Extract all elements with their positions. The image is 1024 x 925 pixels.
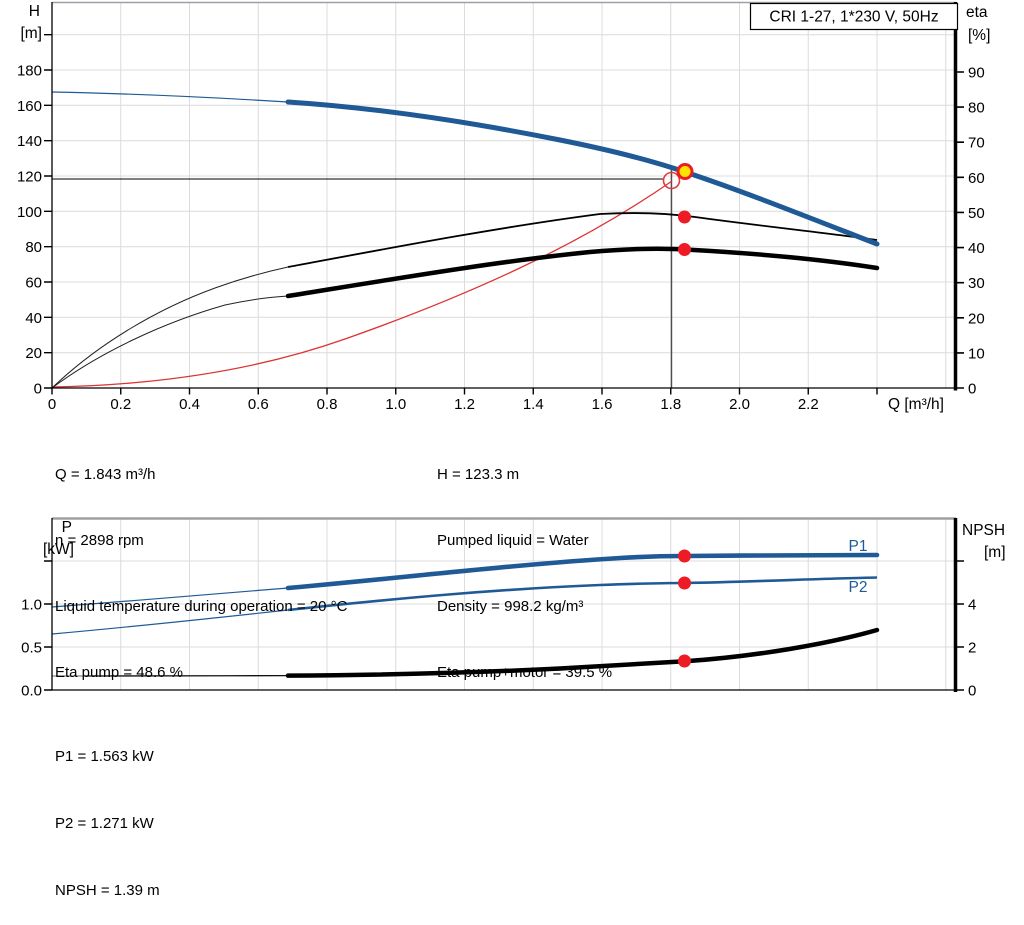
eta-tick-label: 70 (968, 135, 985, 152)
q-axis-label: Q [m³/h] (888, 396, 944, 413)
eta-tick-label: 80 (968, 100, 985, 117)
info-line: Pumped liquid = Water (437, 530, 612, 552)
eta-tick-label: 20 (968, 310, 985, 327)
eta-pump-motor-duty-dot (678, 243, 691, 256)
q-axis-ticks (52, 388, 877, 395)
npsh-tick-label: 2 (968, 640, 976, 657)
p2-duty-dot (678, 577, 691, 590)
h-axis-name: H (29, 3, 40, 20)
h-tick-label: 120 (17, 169, 42, 186)
info-line: Eta pump+motor = 39.5 % (437, 662, 612, 684)
q-tick-label: 0.4 (179, 396, 200, 413)
h-tick-label: 20 (25, 345, 42, 362)
duty-point-marker (678, 165, 692, 179)
p2-curve-label: P2 (849, 579, 868, 596)
info-line: Liquid temperature during operation = 20… (55, 596, 347, 618)
q-tick-label: 1.4 (523, 396, 544, 413)
q-tick-label: 0.6 (248, 396, 269, 413)
eta-pump-duty-dot (678, 211, 691, 224)
pump-performance-sheet: H [m] eta [%] Q [m³/h] 180 160 140 120 1… (0, 0, 1024, 781)
top-horizontal-gridlines (52, 35, 955, 353)
q-tick-label: 1.8 (660, 396, 681, 413)
p1-duty-dot (678, 550, 691, 563)
h-tick-label: 0 (34, 381, 42, 398)
q-tick-label: 0.8 (317, 396, 338, 413)
q-tick-label: 0 (48, 396, 56, 413)
eta-tick-label: 50 (968, 205, 985, 222)
h-tick-label: 60 (25, 275, 42, 292)
eta-tick-label: 40 (968, 240, 985, 257)
npsh-axis-name: NPSH (962, 522, 1005, 539)
h-tick-label: 180 (17, 63, 42, 80)
eta-axis-unit: [%] (968, 27, 990, 44)
eta-tick-label: 60 (968, 170, 985, 187)
eta-pump-motor-curve (288, 249, 877, 296)
p-tick-label: 1.0 (21, 597, 42, 614)
pump-curve (288, 102, 877, 244)
p-tick-label: 0.5 (21, 640, 42, 657)
p-axis-ticks (44, 561, 52, 690)
eta-tick-label: 0 (968, 381, 976, 398)
info-line: Density = 998.2 kg/m³ (437, 596, 612, 618)
npsh-axis-unit: [m] (984, 544, 1006, 561)
h-tick-label: 160 (17, 98, 42, 115)
info-line: n = 2898 rpm (55, 530, 347, 552)
h-tick-label: 40 (25, 310, 42, 327)
result-line: P1 = 1.563 kW (55, 746, 160, 768)
eta-axis-name: eta (966, 4, 988, 21)
results-info: P1 = 1.563 kW P2 = 1.271 kW NPSH = 1.39 … (55, 701, 160, 925)
q-tick-label: 1.0 (385, 396, 406, 413)
pump-title: CRI 1-27, 1*230 V, 50Hz (769, 9, 938, 26)
top-chart: H [m] eta [%] Q [m³/h] 180 160 140 120 1… (17, 2, 990, 413)
operating-point-info-left: Q = 1.843 m³/h n = 2898 rpm Liquid tempe… (55, 420, 347, 706)
h-tick-label: 80 (25, 239, 42, 256)
top-chart-frame (52, 2, 956, 388)
npsh-tick-label: 4 (968, 597, 976, 614)
q-tick-label: 1.6 (592, 396, 613, 413)
npsh-tick-label: 0 (968, 683, 976, 700)
q-tick-label: 2.2 (798, 396, 819, 413)
info-line: H = 123.3 m (437, 464, 612, 486)
operating-point-info-right: H = 123.3 m Pumped liquid = Water Densit… (437, 420, 612, 706)
npsh-duty-dot (678, 655, 691, 668)
q-tick-label: 1.2 (454, 396, 475, 413)
p-tick-label: 0.0 (21, 683, 42, 700)
top-vertical-gridlines (121, 2, 946, 388)
eta-tick-label: 30 (968, 275, 985, 292)
q-tick-label: 0.2 (110, 396, 131, 413)
q-tick-label: 2.0 (729, 396, 750, 413)
h-axis-ticks (44, 35, 52, 388)
info-line: Eta pump = 48.6 % (55, 662, 347, 684)
p1-curve-label: P1 (849, 538, 868, 555)
h-tick-label: 100 (17, 204, 42, 221)
eta-tick-label: 90 (968, 65, 985, 82)
eta-pump-curve-thin (52, 267, 288, 388)
h-tick-label: 140 (17, 133, 42, 150)
result-line: NPSH = 1.39 m (55, 880, 160, 902)
pump-curve-thin (52, 92, 288, 102)
result-line: P2 = 1.271 kW (55, 813, 160, 835)
h-axis-unit: [m] (20, 25, 42, 42)
info-line: Q = 1.843 m³/h (55, 464, 347, 486)
eta-tick-label: 10 (968, 345, 985, 362)
eta-pump-motor-curve-thin (52, 296, 288, 388)
